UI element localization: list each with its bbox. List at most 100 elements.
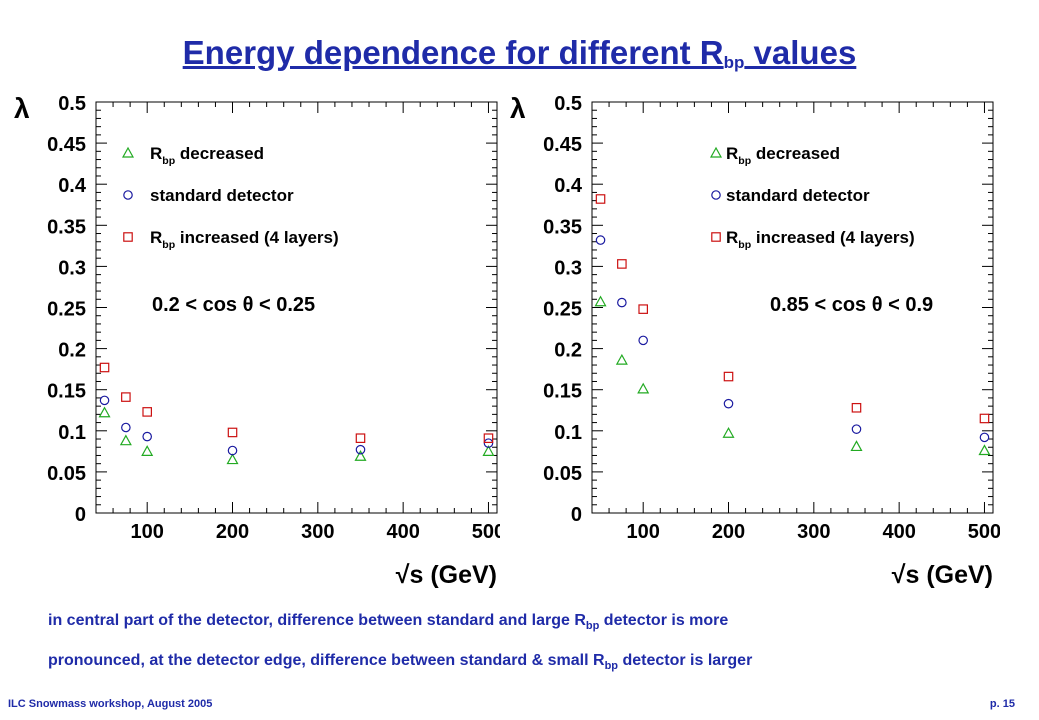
legend-marker-circle bbox=[123, 190, 133, 200]
legend-entry: Rbp increased (4 layers) bbox=[726, 228, 915, 251]
data-point-square bbox=[483, 433, 494, 443]
legend-marker-square bbox=[711, 232, 721, 242]
legend-marker-triangle bbox=[709, 146, 723, 158]
legend-marker-circle bbox=[711, 190, 721, 200]
y-tick-label: 0.35 bbox=[47, 216, 86, 238]
data-point-circle bbox=[483, 438, 494, 448]
caption-line-1: in central part of the detector, differe… bbox=[48, 612, 728, 632]
y-tick-label: 0.5 bbox=[58, 93, 86, 115]
data-point-triangle bbox=[98, 406, 111, 418]
x-tick-label: 200 bbox=[712, 521, 745, 543]
y-tick-label: 0.35 bbox=[543, 216, 582, 238]
x-tick-label: 500 bbox=[968, 521, 1000, 543]
data-point-triangle bbox=[850, 440, 863, 452]
y-tick-label: 0.3 bbox=[554, 257, 582, 279]
data-point-square bbox=[595, 194, 606, 204]
data-point-triangle bbox=[141, 445, 154, 456]
slide-title: Energy dependence for different Rbp valu… bbox=[0, 34, 1039, 73]
footer-page-number: p. 15 bbox=[989, 698, 1015, 710]
y-tick-label: 0.4 bbox=[554, 175, 583, 197]
data-point-square bbox=[638, 304, 648, 314]
y-tick-label: 0.45 bbox=[47, 134, 86, 156]
x-tick-label: 400 bbox=[882, 521, 915, 543]
data-point-triangle bbox=[119, 434, 132, 446]
caption-line-2: pronounced, at the detector edge, differ… bbox=[48, 652, 752, 672]
y-tick-label: 0.2 bbox=[554, 340, 582, 362]
data-point-circle bbox=[851, 424, 862, 434]
data-point-triangle bbox=[482, 445, 495, 456]
cos-theta-annotation: 0.2 < cos θ < 0.25 bbox=[152, 294, 315, 316]
data-point-triangle bbox=[637, 382, 650, 394]
x-tick-label: 500 bbox=[472, 521, 500, 543]
cos-theta-annotation: 0.85 < cos θ < 0.9 bbox=[770, 294, 933, 316]
data-point-circle bbox=[723, 398, 734, 409]
y-tick-label: 0.05 bbox=[543, 463, 582, 485]
footer-left: ILC Snowmass workshop, August 2005 bbox=[8, 698, 213, 710]
data-point-circle bbox=[121, 422, 131, 433]
y-tick-label: 0.25 bbox=[543, 299, 582, 321]
y-tick-label: 0.2 bbox=[58, 340, 86, 362]
data-point-square bbox=[617, 259, 627, 269]
data-point-square bbox=[121, 392, 131, 402]
data-point-square bbox=[979, 413, 990, 424]
data-point-triangle bbox=[615, 353, 628, 365]
caption-2-text-b: detector is larger bbox=[618, 652, 753, 669]
data-point-square bbox=[99, 362, 110, 373]
chart-left: 0 0.05 0.1 0.15 0.2 0.25 0.3 0.35 0.4 0.45 0.5 100 2… bbox=[14, 93, 500, 589]
x-tick-label: 400 bbox=[386, 521, 419, 543]
title-main: Energy dependence for different R bbox=[182, 34, 724, 71]
y-tick-label: 0.45 bbox=[543, 134, 582, 156]
x-tick-label: 200 bbox=[216, 521, 249, 543]
y-tick-label: 0 bbox=[571, 504, 582, 526]
legend-entry: Rbp decreased bbox=[150, 144, 264, 167]
x-tick-label: 300 bbox=[797, 521, 830, 543]
data-point-triangle bbox=[978, 444, 991, 456]
legend-marker-square bbox=[123, 232, 133, 242]
y-tick-label: 0.5 bbox=[554, 93, 582, 115]
y-tick-label: 0.1 bbox=[58, 422, 86, 444]
title-end: values bbox=[744, 34, 857, 71]
data-point-circle bbox=[142, 431, 152, 442]
caption-1-sub: bp bbox=[585, 620, 600, 632]
legend-entry: standard detector bbox=[726, 186, 870, 205]
data-point-circle bbox=[595, 235, 606, 245]
data-point-square bbox=[851, 402, 862, 413]
y-tick-label: 0.15 bbox=[543, 381, 582, 403]
caption-1-text-b: detector is more bbox=[599, 612, 729, 629]
data-point-triangle bbox=[594, 295, 607, 307]
title-subscript: bp bbox=[723, 53, 745, 72]
data-point-circle bbox=[355, 444, 366, 455]
data-point-circle bbox=[979, 432, 990, 443]
y-tick-label: 0.05 bbox=[47, 463, 86, 485]
legend-entry: standard detector bbox=[150, 186, 294, 205]
data-point-square bbox=[142, 407, 152, 417]
data-point-triangle bbox=[226, 453, 239, 465]
x-axis-label: √s (GeV) bbox=[396, 561, 497, 589]
x-tick-label: 100 bbox=[131, 521, 164, 543]
x-axis-label: √s (GeV) bbox=[892, 561, 993, 589]
data-point-square bbox=[355, 433, 366, 443]
y-tick-label: 0 bbox=[75, 504, 86, 526]
y-tick-label: 0.15 bbox=[47, 381, 86, 403]
data-point-circle bbox=[227, 445, 238, 456]
data-point-triangle bbox=[722, 427, 735, 438]
x-tick-label: 100 bbox=[627, 521, 660, 543]
data-point-circle bbox=[99, 395, 110, 406]
data-point-circle bbox=[638, 335, 648, 346]
y-tick-label: 0.3 bbox=[58, 257, 86, 279]
data-point-triangle bbox=[354, 450, 367, 461]
y-tick-label: 0.4 bbox=[58, 175, 87, 197]
data-point-circle bbox=[617, 297, 627, 308]
legend-entry: Rbp decreased bbox=[726, 144, 840, 167]
x-tick-label: 300 bbox=[301, 521, 334, 543]
y-axis-label: λ bbox=[510, 93, 526, 124]
legend-entry: Rbp increased (4 layers) bbox=[150, 228, 339, 251]
data-point-square bbox=[723, 371, 734, 382]
caption-1-text-a: in central part of the detector, differe… bbox=[48, 612, 586, 629]
data-point-square bbox=[227, 427, 238, 438]
caption-2-text-a: pronounced, at the detector edge, differ… bbox=[48, 652, 605, 669]
legend-marker-triangle bbox=[121, 146, 135, 158]
y-axis-label: λ bbox=[14, 93, 30, 124]
y-tick-label: 0.25 bbox=[47, 299, 86, 321]
chart-right: 0 0.05 0.1 0.15 0.2 0.25 0.3 0.35 0.4 0.45 0.5 100 2… bbox=[510, 93, 1000, 589]
